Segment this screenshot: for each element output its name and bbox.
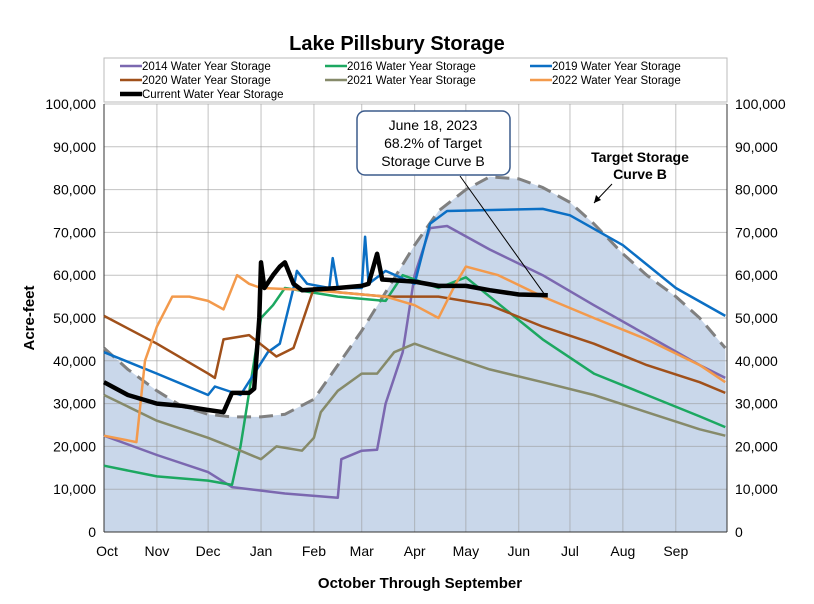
legend-box <box>103 57 728 103</box>
y-tick-label-right: 20,000 <box>735 438 778 454</box>
legend-label: 2014 Water Year Storage <box>142 61 271 73</box>
x-tick-label: Jan <box>250 543 273 559</box>
x-tick-label: Oct <box>96 543 118 559</box>
x-tick-label: Feb <box>302 543 326 559</box>
annotation-text: June 18, 2023 <box>389 117 478 133</box>
y-tick-label-left: 20,000 <box>53 438 96 454</box>
y-tick-label-left: 50,000 <box>53 310 96 326</box>
target-curve-fill <box>104 176 727 533</box>
x-tick-label: Jul <box>561 543 579 559</box>
x-axis-label: October Through September <box>318 575 522 592</box>
target-curve-label-2: Curve B <box>613 166 667 182</box>
y-tick-label-right: 50,000 <box>735 310 778 326</box>
y-tick-label-left: 40,000 <box>53 353 96 369</box>
series-line-2021-water-year-storage <box>103 342 726 461</box>
y-tick-label-right: 60,000 <box>735 267 778 283</box>
y-tick-label-right: 0 <box>735 524 743 540</box>
series-line-2016-water-year-storage <box>103 273 726 487</box>
target-label-arrowhead <box>594 195 601 203</box>
y-tick-label-right: 30,000 <box>735 396 778 412</box>
x-tick-label: Aug <box>610 543 635 559</box>
x-tick-label: May <box>453 543 479 559</box>
legend-label: Current Water Year Storage <box>142 89 283 101</box>
legend-label: 2021 Water Year Storage <box>347 75 476 87</box>
y-tick-label-right: 90,000 <box>735 139 778 155</box>
legend-label: 2019 Water Year Storage <box>552 61 681 73</box>
x-tick-label: Apr <box>404 543 426 559</box>
y-tick-label-left: 90,000 <box>53 139 96 155</box>
annotation-text: 68.2% of Target <box>384 135 482 151</box>
y-tick-label-right: 40,000 <box>735 353 778 369</box>
y-tick-label-right: 80,000 <box>735 182 778 198</box>
y-tick-label-left: 70,000 <box>53 224 96 240</box>
x-tick-label: Jun <box>507 543 530 559</box>
annotation-text: Storage Curve B <box>381 153 485 169</box>
annotation-arrow <box>459 175 545 294</box>
target-curve-line <box>102 175 727 419</box>
chart-title: Lake Pillsbury Storage <box>289 33 505 55</box>
legend-label: 2016 Water Year Storage <box>347 61 476 73</box>
y-tick-label-right: 100,000 <box>735 96 786 112</box>
y-tick-label-left: 100,000 <box>45 96 96 112</box>
series-line-current-water-year-storage <box>102 251 548 415</box>
x-tick-label: Sep <box>663 543 688 559</box>
y-axis-label: Acre-feet <box>21 285 38 350</box>
series-line-2014-water-year-storage <box>103 224 726 500</box>
x-tick-label: Mar <box>350 543 374 559</box>
legend: 2014 Water Year Storage 2016 Water Year S… <box>120 61 681 101</box>
x-tick-label: Dec <box>196 543 221 559</box>
target-curve-label: Target Storage <box>591 149 689 165</box>
y-tick-label-left: 80,000 <box>53 182 96 198</box>
y-tick-label-left: 0 <box>88 524 96 540</box>
y-tick-label-right: 70,000 <box>735 224 778 240</box>
y-tick-label-left: 10,000 <box>53 481 96 497</box>
annotation-box <box>356 110 511 176</box>
legend-label: 2020 Water Year Storage <box>142 75 271 87</box>
y-tick-label-right: 10,000 <box>735 481 778 497</box>
y-tick-label-left: 30,000 <box>53 396 96 412</box>
x-tick-label: Nov <box>144 543 169 559</box>
y-tick-label-left: 60,000 <box>53 267 96 283</box>
legend-label: 2022 Water Year Storage <box>552 75 681 87</box>
